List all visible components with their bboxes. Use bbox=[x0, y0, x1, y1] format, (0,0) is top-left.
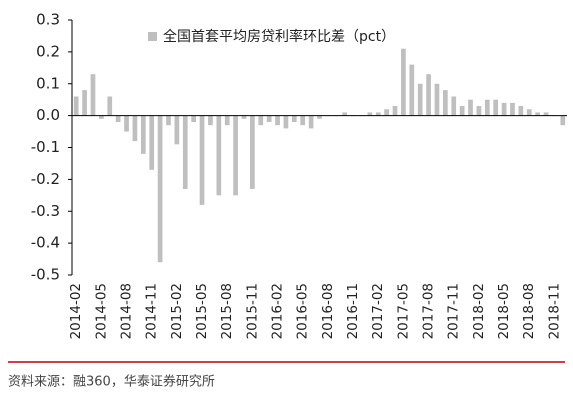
y-tick-label: -0.4 bbox=[31, 234, 60, 252]
y-tick-label: 0.1 bbox=[36, 74, 60, 92]
bar bbox=[233, 115, 238, 196]
bar bbox=[451, 96, 457, 116]
bar bbox=[241, 115, 247, 119]
bar bbox=[510, 102, 515, 116]
x-tick-label: 2017-05 bbox=[395, 283, 411, 339]
bar bbox=[543, 112, 549, 116]
bar bbox=[426, 74, 431, 116]
x-tick-label: 2015-02 bbox=[169, 283, 185, 339]
y-tick-label: 0.0 bbox=[36, 106, 60, 124]
bar bbox=[501, 102, 507, 116]
bar bbox=[199, 115, 205, 205]
y-tick-label: -0.2 bbox=[31, 170, 60, 188]
bar bbox=[174, 115, 180, 145]
y-tick-label: 0.2 bbox=[36, 42, 60, 60]
bar bbox=[342, 112, 348, 116]
bar bbox=[300, 115, 306, 126]
x-tick-label: 2016-11 bbox=[345, 283, 361, 339]
bar bbox=[526, 109, 532, 116]
bar bbox=[266, 115, 272, 122]
bar bbox=[476, 106, 482, 116]
y-tick-label: -0.5 bbox=[31, 266, 60, 284]
bar bbox=[140, 115, 146, 154]
x-tick-label: 2014-08 bbox=[119, 283, 135, 339]
bar bbox=[283, 115, 289, 129]
bar bbox=[132, 115, 138, 142]
x-tick-label: 2016-05 bbox=[295, 283, 311, 339]
bar bbox=[442, 90, 448, 116]
bar bbox=[216, 115, 222, 196]
bar bbox=[250, 115, 255, 189]
bar bbox=[191, 115, 197, 122]
bar bbox=[73, 96, 79, 116]
x-tick-label: 2018-05 bbox=[496, 283, 512, 339]
x-tick-label: 2015-08 bbox=[219, 283, 235, 339]
bar bbox=[459, 106, 465, 116]
bar bbox=[115, 115, 121, 122]
bar bbox=[434, 83, 440, 116]
x-tick-label: 2014-05 bbox=[93, 283, 109, 339]
bar bbox=[166, 115, 171, 126]
bar bbox=[493, 99, 499, 116]
x-tick-label: 2015-05 bbox=[194, 283, 210, 339]
bar bbox=[124, 115, 129, 132]
bar bbox=[275, 115, 280, 126]
x-tick-label: 2014-02 bbox=[68, 283, 84, 339]
x-tick-label: 2016-08 bbox=[320, 283, 336, 339]
x-tick-label: 2018-02 bbox=[471, 283, 487, 339]
bar bbox=[224, 115, 230, 126]
bar bbox=[535, 112, 540, 116]
x-tick-label: 2015-11 bbox=[244, 283, 260, 339]
legend-swatch bbox=[148, 32, 157, 41]
bar bbox=[157, 115, 163, 263]
bar bbox=[484, 99, 490, 116]
bar bbox=[149, 115, 155, 170]
bar bbox=[107, 96, 113, 116]
bar bbox=[392, 106, 398, 116]
legend-label: 全国首套平均房贷利率环比差（pct） bbox=[163, 28, 395, 45]
bar bbox=[99, 115, 104, 119]
x-tick-label: 2017-02 bbox=[370, 283, 386, 339]
x-tick-label: 2014-11 bbox=[144, 283, 160, 339]
x-tick-label: 2018-11 bbox=[546, 283, 562, 339]
bar bbox=[367, 112, 373, 116]
bar bbox=[409, 64, 415, 116]
bar bbox=[308, 115, 314, 129]
bar bbox=[560, 115, 566, 126]
bar bbox=[90, 74, 96, 116]
bar bbox=[401, 48, 406, 116]
bar bbox=[375, 112, 381, 116]
x-tick-label: 2017-11 bbox=[446, 283, 462, 339]
bar bbox=[317, 115, 322, 119]
y-tick-label: -0.1 bbox=[31, 138, 60, 156]
bar bbox=[468, 99, 473, 116]
source: 资料来源：融360，华泰证券研究所 bbox=[8, 374, 215, 390]
bar bbox=[291, 115, 297, 122]
bar bbox=[258, 115, 264, 126]
bar bbox=[182, 115, 188, 189]
x-tick-label: 2018-08 bbox=[521, 283, 537, 339]
bar bbox=[208, 115, 213, 126]
bar bbox=[417, 83, 423, 116]
bar bbox=[518, 106, 524, 116]
x-tick-label: 2016-02 bbox=[270, 283, 286, 339]
y-tick-label: -0.3 bbox=[31, 202, 60, 220]
x-tick-label: 2017-08 bbox=[421, 283, 437, 339]
bar bbox=[384, 109, 389, 116]
y-tick-label: 0.3 bbox=[36, 11, 60, 29]
bar bbox=[82, 90, 87, 116]
